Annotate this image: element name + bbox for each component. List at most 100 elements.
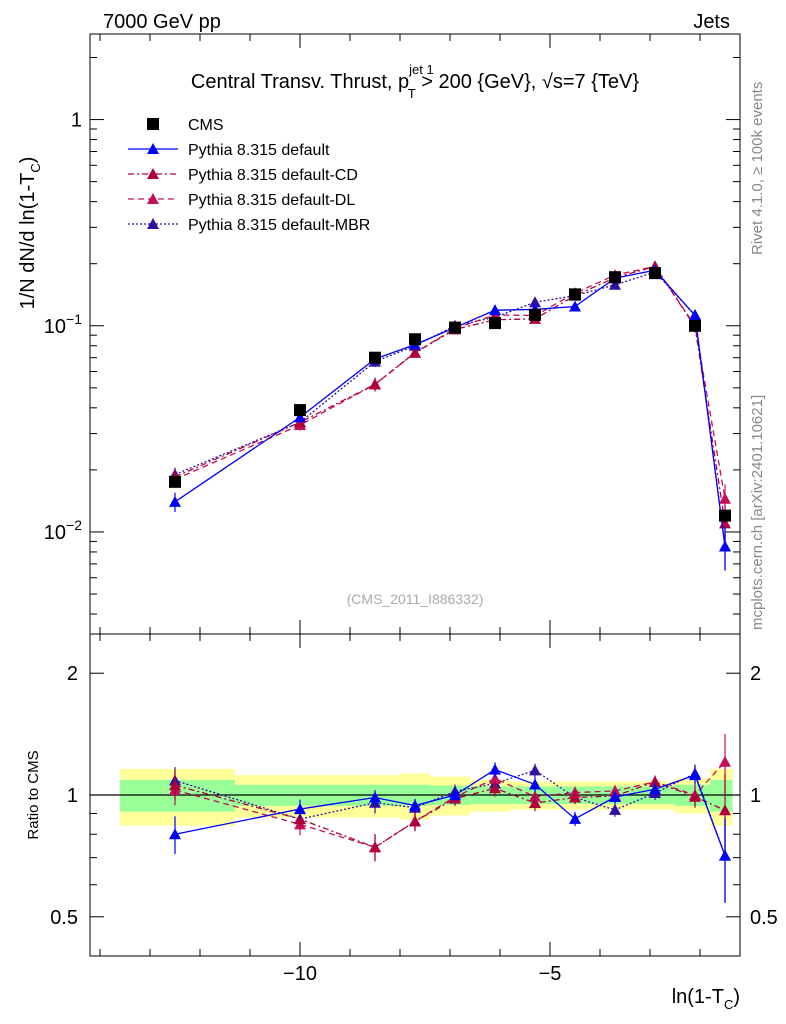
legend-item: CMS (147, 117, 224, 134)
ratio-point (529, 778, 541, 790)
legend-label: Pythia 8.315 default-DL (188, 192, 355, 209)
ratio-point (169, 828, 181, 840)
data-point (294, 411, 306, 423)
ratio-point (609, 803, 621, 815)
x-tick-label: −10 (283, 963, 317, 985)
rivet-version-text: Rivet 4.1.0, ≥ 100k events (749, 82, 766, 255)
y-tick-label-main: 1 (71, 110, 82, 132)
main-y-label-sub: C (28, 163, 43, 172)
series-4 (169, 266, 731, 571)
ratio-line (174, 781, 726, 848)
legend-marker (147, 118, 159, 130)
data-point (529, 308, 541, 321)
mcplots-text: mcplots.cern.ch [arXiv:2401.10621] (749, 395, 766, 630)
legend-label: Pythia 8.315 default-CD (188, 167, 358, 184)
data-point (649, 267, 661, 280)
ratio-panel: −10 −5 0.5 0.5 1 1 2 2 (50, 633, 778, 985)
y-tick-base: 10 (44, 316, 66, 338)
data-point (609, 278, 621, 290)
ratio-data-layer (169, 733, 731, 903)
y-tick-label-main: 10−1 (44, 311, 82, 338)
legend-item: Pythia 8.315 default-CD (128, 167, 358, 184)
legend-marker (147, 218, 159, 229)
data-point (689, 309, 701, 321)
data-point (169, 495, 181, 507)
series-line (174, 271, 726, 547)
x-axis-label: ln(1-TC) (672, 986, 740, 1012)
legend-marker (147, 143, 159, 154)
ratio-point (719, 755, 731, 767)
ratio-point (489, 772, 501, 784)
data-point (409, 333, 421, 346)
data-point (609, 271, 621, 284)
legend-item: Pythia 8.315 default-MBR (128, 217, 370, 234)
legend-label: Pythia 8.315 default-MBR (188, 217, 370, 234)
legend-label: CMS (188, 117, 224, 134)
ratio-point (689, 769, 701, 781)
data-point (489, 317, 501, 330)
y-tick-label-ratio: 1 (67, 785, 78, 807)
x-label-sub: C (724, 997, 733, 1012)
ratio-point (489, 782, 501, 794)
header-right: Jets (693, 11, 730, 33)
data-point (689, 319, 701, 332)
ratio-point (649, 783, 661, 795)
series-line (174, 265, 726, 524)
green-band (710, 779, 733, 812)
ratio-line (174, 761, 726, 848)
data-point (719, 509, 731, 522)
y-tick-label-ratio: 2 (67, 663, 78, 685)
ratio-line (174, 768, 726, 856)
ratio-point (294, 803, 306, 815)
data-point (169, 475, 181, 488)
y-tick-label-ratio-right: 2 (750, 663, 761, 685)
title-tail: > 200 {GeV}, √s=7 {TeV} (416, 71, 640, 93)
ratio-point (449, 789, 461, 800)
x-label-suffix: ) (733, 986, 740, 1008)
ratio-point (569, 791, 581, 803)
x-label-prefix: ln(1-T (672, 986, 724, 1008)
main-y-label-prefix: 1/N dN/d ln(1-T (17, 173, 39, 310)
data-point (489, 304, 501, 316)
ratio-point (569, 812, 581, 824)
ratio-point (369, 791, 381, 803)
y-tick-exp: −2 (66, 517, 82, 533)
data-point (409, 346, 421, 358)
header-left: 7000 GeV pp (103, 11, 221, 33)
legend: CMS Pythia 8.315 default Pythia 8.315 defa… (128, 117, 370, 234)
data-point (569, 288, 581, 301)
ratio-point (609, 791, 621, 803)
ratio-point (719, 804, 731, 816)
series-0 (169, 267, 731, 522)
data-point (369, 351, 381, 364)
ratio-point (369, 841, 381, 853)
legend-item: Pythia 8.315 default-DL (128, 192, 355, 209)
main-axis-ticks: 10−210−11 (44, 34, 740, 634)
series-line (174, 269, 726, 547)
y-tick-exp: −1 (66, 311, 82, 327)
series-line (174, 265, 726, 499)
data-point (294, 404, 306, 417)
analysis-watermark: (CMS_2011_I886332) (347, 591, 484, 607)
ratio-axis-ticks: −10 −5 0.5 0.5 1 1 2 2 (50, 634, 778, 985)
x-tick-label: −5 (539, 963, 562, 985)
legend-marker (147, 168, 159, 179)
main-data-layer (169, 260, 731, 571)
data-point (369, 378, 381, 390)
y-tick-label-ratio-right: 0.5 (750, 907, 778, 929)
ratio-point (489, 763, 501, 775)
legend-label: Pythia 8.315 default (188, 142, 330, 159)
series-3 (169, 260, 731, 516)
main-y-axis-label: 1/N dN/d ln(1-TC) (17, 157, 43, 310)
ratio-point (169, 779, 181, 791)
plot-title: Central Transv. Thrust, pjet 1 T > 200 {G… (191, 62, 639, 101)
data-point (449, 321, 461, 334)
y-tick-base: 10 (44, 522, 66, 544)
legend-marker (147, 193, 159, 204)
ratio-point (409, 799, 421, 811)
series-1 (169, 264, 731, 571)
ratio-y-axis-label: Ratio to CMS (25, 750, 42, 839)
data-point (529, 296, 541, 308)
ratio-point (719, 849, 731, 861)
